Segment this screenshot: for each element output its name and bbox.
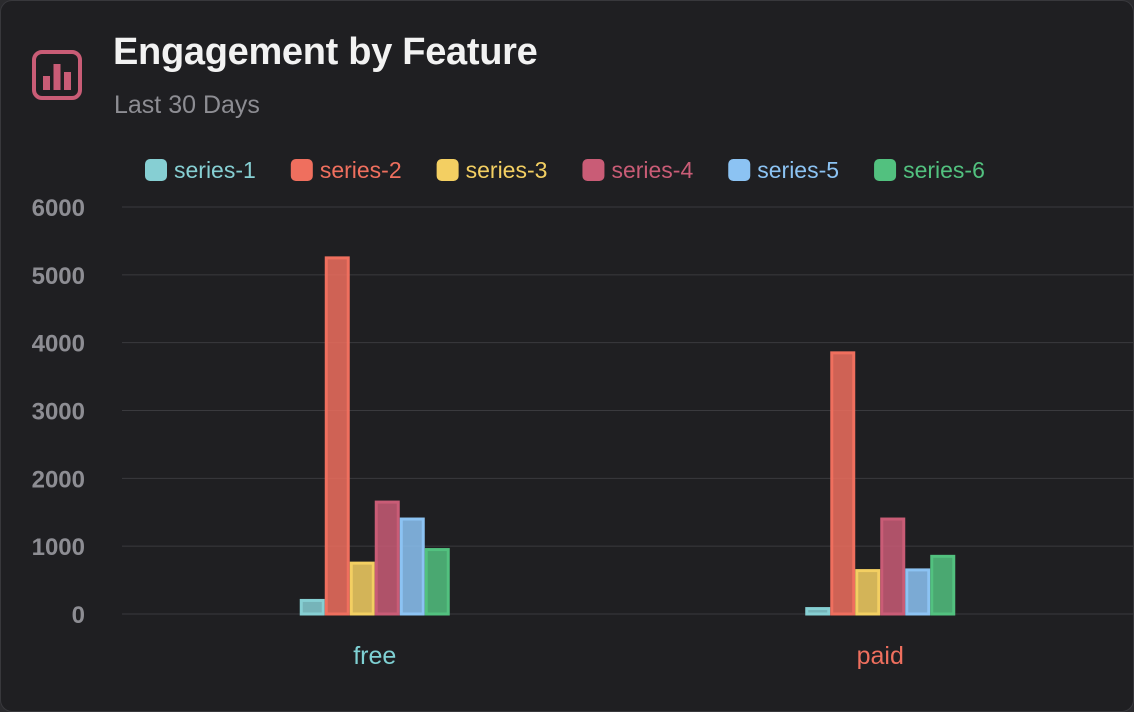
y-tick-label: 0 [72, 602, 85, 629]
y-tick-label: 2000 [32, 466, 85, 493]
x-tick-label: free [353, 642, 396, 670]
y-tick-label: 6000 [32, 195, 85, 222]
bar [374, 500, 400, 616]
bar [830, 351, 856, 616]
y-tick-label: 1000 [32, 534, 85, 561]
bar [855, 569, 881, 616]
bar [299, 598, 325, 616]
y-tick-label: 4000 [32, 331, 85, 358]
bar [399, 517, 425, 616]
bar [324, 256, 350, 616]
bar [424, 548, 450, 616]
legend-swatch [290, 159, 313, 181]
legend-label: series-2 [320, 157, 402, 183]
legend-swatch [582, 159, 605, 181]
bar [349, 561, 375, 616]
legend-swatch [728, 159, 751, 181]
legend-label: series-3 [466, 157, 548, 183]
legend-swatch [436, 159, 459, 181]
y-tick-label: 5000 [32, 263, 85, 290]
bar-chart-icon [32, 50, 82, 100]
chart-title: Engagement by Feature [113, 31, 538, 73]
chart-subtitle: Last 30 Days [114, 91, 260, 119]
legend-label: series-6 [903, 157, 985, 183]
legend-label: series-5 [757, 157, 839, 183]
bar [905, 568, 931, 616]
y-tick-label: 3000 [32, 399, 85, 426]
bar [880, 517, 906, 616]
x-tick-label: paid [857, 642, 904, 670]
legend-label: series-4 [611, 157, 693, 183]
bar [805, 607, 831, 616]
legend-label: series-1 [174, 157, 256, 183]
legend-swatch [874, 159, 897, 181]
bar [930, 554, 956, 616]
legend-swatch [145, 159, 167, 181]
